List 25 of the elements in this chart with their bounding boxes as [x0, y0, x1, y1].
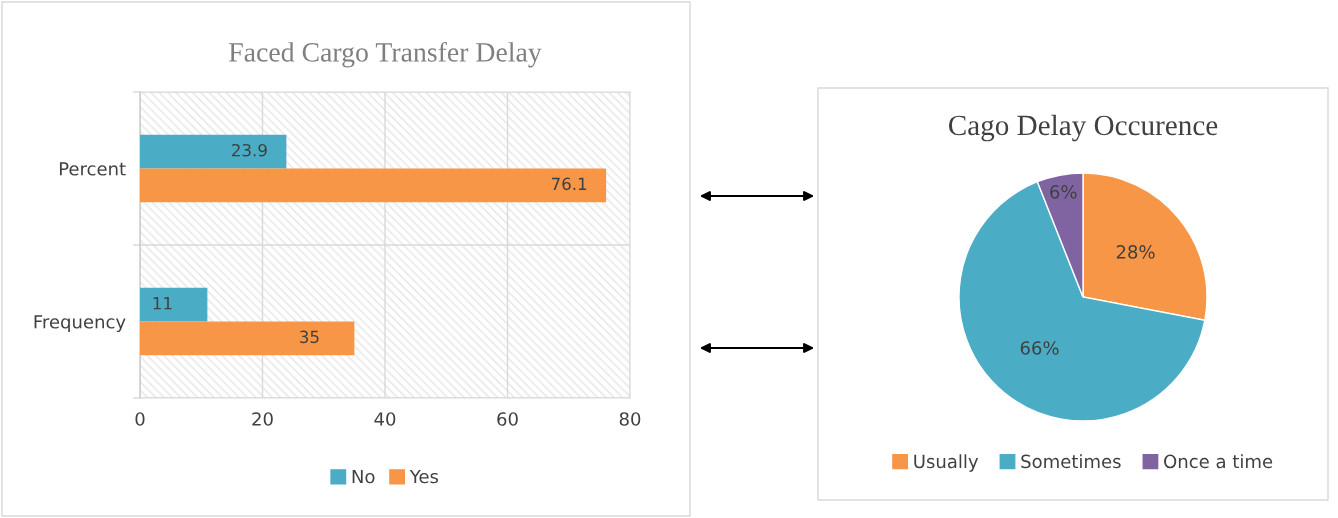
data-label: 76.1	[551, 177, 587, 191]
x-tick-label: 0	[135, 412, 145, 426]
data-label: 28%	[1116, 245, 1155, 259]
legend-label: No	[352, 469, 375, 484]
data-label: 11	[153, 297, 172, 310]
x-tick-label: 80	[619, 412, 641, 426]
legend-label: Sometimes	[1021, 454, 1121, 469]
bar	[140, 321, 355, 356]
x-tick-label: 20	[252, 412, 273, 426]
chart-title: Faced Cargo Transfer Delay	[229, 41, 542, 68]
x-tick-label: 40	[374, 412, 396, 426]
y-tick-label: Percent	[59, 162, 126, 176]
data-label: 6%	[1050, 185, 1077, 199]
bar	[140, 168, 607, 203]
y-tick-label: Frequency	[34, 315, 126, 333]
data-label: 23.9	[232, 143, 267, 157]
legend-label: Once a time	[1164, 454, 1273, 469]
bar	[140, 134, 287, 169]
legend-label: Yes	[409, 469, 439, 484]
legend-label: Usually	[914, 454, 979, 472]
data-label: 66%	[1020, 341, 1059, 355]
chart-title: Cago Delay Occurence	[948, 114, 1218, 142]
x-tick-label: 60	[497, 412, 518, 426]
bar	[140, 287, 208, 322]
data-label: 35	[300, 330, 319, 344]
